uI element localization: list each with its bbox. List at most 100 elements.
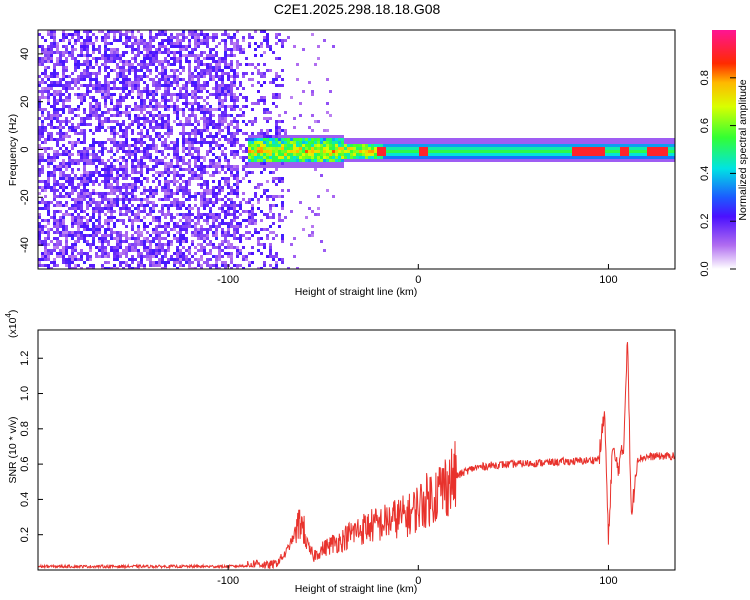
heatmap-cell <box>125 174 128 177</box>
heatmap-cell <box>536 147 539 150</box>
heatmap-cell <box>272 150 275 153</box>
heatmap-cell <box>503 150 506 153</box>
heatmap-cell <box>65 264 68 267</box>
heatmap-cell <box>257 144 260 147</box>
heatmap-cell <box>74 48 77 51</box>
heatmap-cell <box>479 147 482 150</box>
heatmap-cell <box>149 213 152 216</box>
heatmap-cell <box>203 195 206 198</box>
heatmap-cell <box>41 225 44 228</box>
heatmap-cell <box>233 69 236 72</box>
heatmap-cell <box>269 129 272 132</box>
heatmap-cell <box>164 255 167 258</box>
heatmap-cell <box>527 147 530 150</box>
heatmap-cell <box>278 144 281 147</box>
heatmap-cell <box>173 252 176 255</box>
heatmap-cell <box>176 237 179 240</box>
heatmap-cell <box>113 216 116 219</box>
heatmap-cell <box>227 252 230 255</box>
heatmap-cell <box>158 150 161 153</box>
heatmap-cell <box>266 153 269 156</box>
heatmap-cell <box>176 123 179 126</box>
heatmap-cell <box>206 135 209 138</box>
heatmap-cell <box>326 153 329 156</box>
heatmap-cell <box>311 135 314 138</box>
heatmap-cell <box>305 159 308 162</box>
heatmap-cell <box>53 138 56 141</box>
heatmap-cell <box>254 144 257 147</box>
heatmap-cell <box>272 231 275 234</box>
heatmap-cell <box>236 210 239 213</box>
heatmap-cell <box>509 159 512 162</box>
heatmap-cell <box>167 180 170 183</box>
heatmap-cell <box>530 147 533 150</box>
heatmap-cell <box>542 147 545 150</box>
heatmap-cell <box>287 147 290 150</box>
heatmap-cell <box>134 114 137 117</box>
heatmap-cell <box>38 63 41 66</box>
heatmap-cell <box>176 138 179 141</box>
heatmap-cell <box>425 150 428 153</box>
heatmap-cell <box>230 225 233 228</box>
heatmap-cell <box>50 93 53 96</box>
heatmap-cell <box>176 189 179 192</box>
heatmap-cell <box>284 135 287 138</box>
heatmap-cell <box>212 189 215 192</box>
heatmap-cell <box>47 237 50 240</box>
heatmap-cell <box>203 120 206 123</box>
heatmap-cell <box>188 117 191 120</box>
heatmap-cell <box>80 255 83 258</box>
heatmap-cell <box>323 144 326 147</box>
heatmap-cell <box>278 195 281 198</box>
heatmap-cell <box>146 204 149 207</box>
heatmap-cell <box>86 69 89 72</box>
heatmap-cell <box>53 174 56 177</box>
heatmap-cell <box>131 219 134 222</box>
heatmap-cell <box>194 57 197 60</box>
heatmap-cell <box>350 156 353 159</box>
heatmap-cell <box>125 60 128 63</box>
heatmap-cell <box>299 162 302 165</box>
heatmap-cell <box>71 48 74 51</box>
heatmap-cell <box>134 78 137 81</box>
heatmap-cell <box>218 171 221 174</box>
heatmap-cell <box>236 30 239 33</box>
heatmap-cell <box>227 66 230 69</box>
heatmap-cell <box>119 219 122 222</box>
heatmap-cell <box>233 117 236 120</box>
heatmap-cell <box>110 42 113 45</box>
heatmap-cell <box>215 87 218 90</box>
heatmap-cell <box>77 186 80 189</box>
heatmap-cell <box>65 69 68 72</box>
heatmap-cell <box>476 138 479 141</box>
heatmap-cell <box>128 201 131 204</box>
heatmap-cell <box>62 60 65 63</box>
heatmap-cell <box>191 102 194 105</box>
heatmap-cell <box>281 201 284 204</box>
heatmap-cell <box>140 102 143 105</box>
heatmap-cell <box>212 186 215 189</box>
heatmap-cell <box>53 165 56 168</box>
heatmap-cell <box>671 156 674 159</box>
heatmap-cell <box>248 216 251 219</box>
heatmap-cell <box>368 150 371 153</box>
heatmap-cell <box>101 87 104 90</box>
heatmap-cell <box>83 162 86 165</box>
heatmap-cell <box>98 69 101 72</box>
heatmap-cell <box>140 192 143 195</box>
heatmap-cell <box>173 75 176 78</box>
heatmap-cell <box>98 117 101 120</box>
heatmap-cell <box>671 159 674 162</box>
heatmap-cell <box>128 198 131 201</box>
heatmap-cell <box>62 102 65 105</box>
heatmap-cell <box>122 156 125 159</box>
heatmap-cell <box>416 159 419 162</box>
heatmap-cell <box>311 153 314 156</box>
heatmap-cell <box>467 156 470 159</box>
heatmap-cell <box>428 147 431 150</box>
heatmap-cell <box>149 222 152 225</box>
heatmap-cell <box>218 102 221 105</box>
heatmap-cell <box>326 111 329 114</box>
heatmap-cell <box>269 48 272 51</box>
heatmap-cell <box>485 159 488 162</box>
